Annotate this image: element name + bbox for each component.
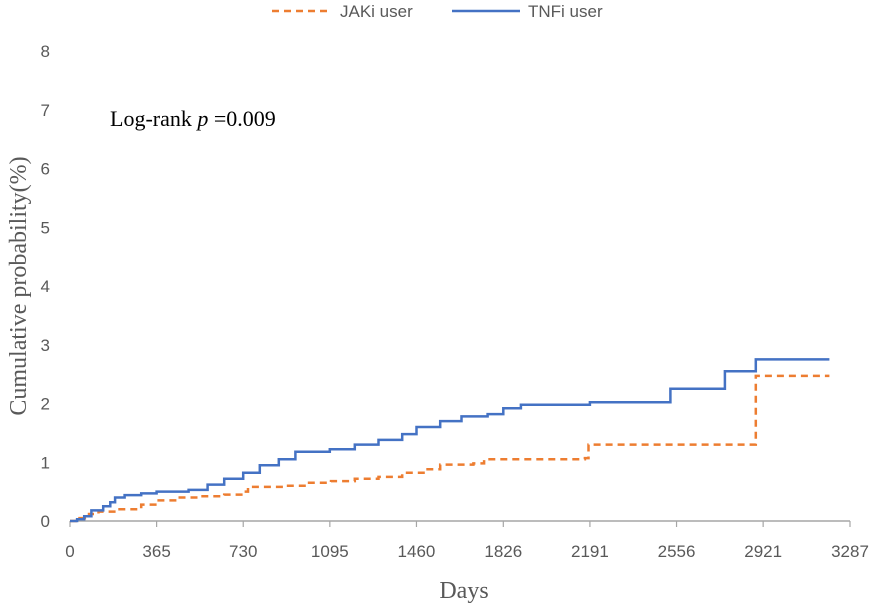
- y-axis-ticks: 0 1 2 3 4 5 6 7 8: [41, 42, 50, 531]
- y-tick-label: 1: [41, 453, 50, 472]
- x-tick-label: 1826: [484, 542, 522, 561]
- y-tick-label: 2: [41, 395, 50, 414]
- legend-label-jaki: JAKi user: [340, 2, 413, 21]
- y-tick-label: 3: [41, 336, 50, 355]
- annotation-suffix: =0.009: [208, 106, 275, 131]
- x-tick-label: 2191: [571, 542, 609, 561]
- log-rank-annotation: Log-rank p =0.009: [110, 106, 276, 131]
- annotation-p: p: [195, 106, 208, 131]
- series-line-tnfi: [70, 358, 830, 523]
- x-tick-label: 365: [142, 542, 170, 561]
- x-axis-ticks: 0 365 730 1095 1460 1826 2191 2556 2921 3287: [65, 521, 869, 561]
- y-tick-label: 6: [41, 160, 50, 179]
- x-tick-label: 2921: [744, 542, 782, 561]
- y-tick-label: 0: [41, 512, 50, 531]
- x-tick-label: 2556: [658, 542, 696, 561]
- y-tick-label: 4: [41, 277, 50, 296]
- y-tick-label: 5: [41, 218, 50, 237]
- legend: JAKi user TNFi user: [272, 2, 603, 21]
- x-axis-title: Days: [439, 578, 488, 604]
- annotation-prefix: Log-rank: [110, 106, 197, 131]
- series-line-jaki: [70, 374, 830, 523]
- x-tick-label: 3287: [831, 542, 869, 561]
- y-tick-label: 8: [41, 42, 50, 61]
- series-layer: [70, 358, 830, 523]
- y-tick-label: 7: [41, 101, 50, 120]
- x-tick-label: 1460: [398, 542, 436, 561]
- x-tick-label: 1095: [311, 542, 349, 561]
- x-tick-label: 730: [229, 542, 257, 561]
- x-tick-label: 0: [65, 542, 74, 561]
- y-axis-title: Cumulative probability(%): [6, 156, 32, 415]
- legend-label-tnfi: TNFi user: [528, 2, 603, 21]
